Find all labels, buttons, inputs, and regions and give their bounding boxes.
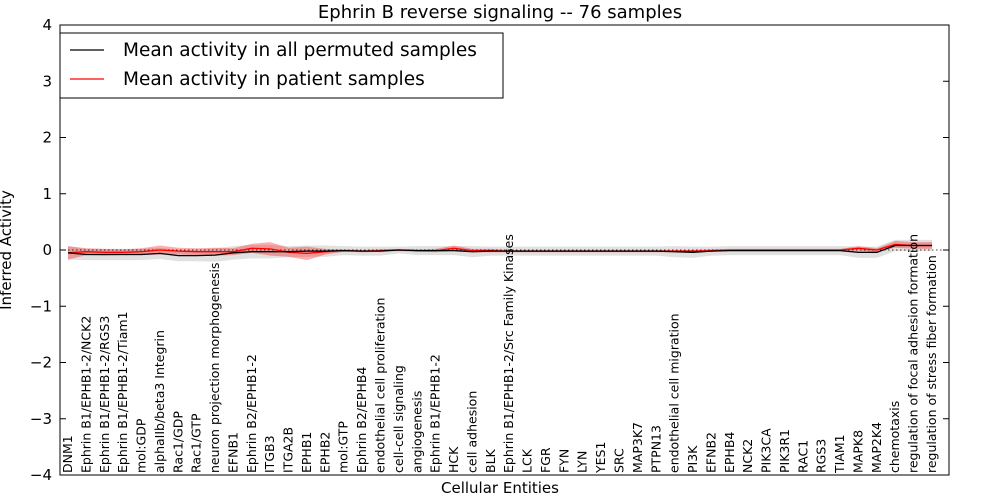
category-label-13: EPHB1 (299, 432, 314, 473)
category-label-23: BLK (483, 448, 498, 473)
category-label-41: RGS3 (814, 439, 829, 473)
legend: Mean activity in all permuted samples Me… (59, 32, 504, 99)
category-label-44: MAP2K4 (869, 422, 884, 473)
y-axis-label: Inferred Activity (0, 190, 15, 310)
y-axis: −4 −3 −2 −1 0 1 2 3 4 (30, 16, 949, 484)
category-label-22: cell adhesion (464, 391, 479, 473)
category-label-12: ITGA2B (281, 427, 296, 473)
category-label-46: regulation of focal adhesion formation (906, 234, 921, 473)
category-label-29: YES1 (593, 442, 608, 474)
category-label-43: MAPK8 (851, 430, 866, 473)
category-label-17: endothelial cell proliferation (373, 298, 388, 473)
category-label-31: MAP3K7 (630, 422, 645, 473)
category-label-0: DNM1 (60, 435, 75, 473)
category-label-27: FYN (556, 449, 571, 473)
category-label-39: PIK3R1 (777, 429, 792, 473)
y-tick-label-2: −2 (30, 354, 52, 372)
category-label-28: LYN (575, 451, 590, 473)
y-tick-label-6: 2 (42, 129, 52, 147)
category-label-6: Rac1/GDP (170, 411, 185, 473)
y-tick-label-8: 4 (42, 16, 52, 34)
category-label-9: EFNB1 (225, 432, 240, 473)
category-label-26: FGR (538, 447, 553, 473)
category-label-2: Ephrin B1/EPHB1-2/RGS3 (97, 316, 112, 473)
category-label-18: cell-cell signaling (391, 365, 406, 473)
category-label-7: Rac1/GTP (189, 413, 204, 473)
category-label-5: alphaIIb/beta3 Integrin (152, 330, 167, 473)
y-tick-label-5: 1 (42, 185, 52, 203)
y-tick-label-1: −3 (30, 410, 52, 428)
category-label-25: LCK (520, 448, 535, 473)
category-label-47: regulation of stress fiber formation (924, 255, 939, 473)
category-label-33: endothelial cell migration (667, 313, 682, 473)
category-label-11: ITGB3 (262, 435, 277, 473)
category-label-40: RAC1 (795, 440, 810, 473)
category-label-34: PI3K (685, 445, 700, 473)
lines-layer (67, 243, 932, 257)
legend-box (59, 32, 504, 99)
category-label-45: chemotaxis (887, 401, 902, 473)
category-label-32: PTPN13 (648, 425, 663, 473)
category-label-20: Ephrin B1/EPHB1-2 (428, 354, 443, 473)
category-label-16: Ephrin B2/EPHB4 (354, 367, 369, 473)
x-axis-label: Cellular Entities (441, 479, 559, 497)
category-labels: DNM1 Ephrin B1/EPHB1-2/NCK2 Ephrin B1/EPHB… (60, 234, 939, 474)
category-label-15: mol:GTP (336, 421, 351, 473)
series-line-0 (67, 244, 932, 257)
category-label-30: SRC (612, 448, 627, 473)
y-tick-label-3: −1 (30, 297, 52, 315)
category-label-35: EFNB2 (703, 432, 718, 473)
category-label-3: Ephrin B1/EPHB1-2/Tiam1 (115, 311, 130, 473)
chart-title: Ephrin B reverse signaling -- 76 samples (318, 2, 682, 23)
legend-label-0: Mean activity in all permuted samples (123, 40, 477, 61)
category-label-37: NCK2 (740, 439, 755, 473)
category-label-21: HCK (446, 446, 461, 473)
category-label-19: angiogenesis (409, 391, 424, 473)
category-label-10: Ephrin B2/EPHB1-2 (244, 354, 259, 473)
category-label-14: EPHB2 (317, 432, 332, 473)
category-label-4: mol:GDP (134, 418, 149, 473)
category-label-1: Ephrin B1/EPHB1-2/NCK2 (78, 316, 93, 473)
y-tick-label-7: 3 (42, 72, 52, 90)
legend-label-1: Mean activity in patient samples (123, 69, 425, 90)
category-label-24: Ephrin B1/EPHB1-2/Src Family Kinases (501, 234, 516, 473)
category-label-36: EPHB4 (722, 432, 737, 473)
category-label-8: neuron projection morphogenesis (207, 262, 222, 473)
category-label-42: TIAM1 (832, 434, 847, 474)
y-tick-label-0: −4 (30, 466, 52, 484)
category-label-38: PIK3CA (759, 428, 774, 473)
y-tick-label-4: 0 (42, 241, 52, 259)
